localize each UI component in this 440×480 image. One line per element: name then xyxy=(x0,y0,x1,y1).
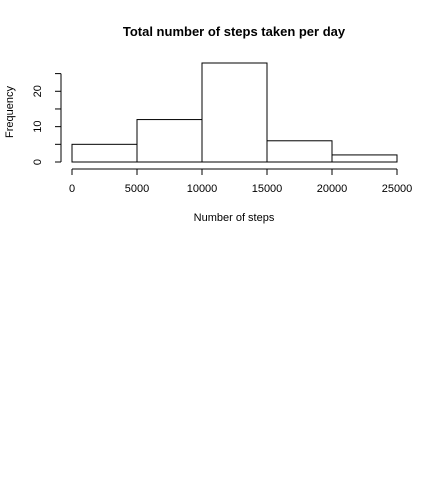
x-tick-label: 20000 xyxy=(317,183,348,195)
histogram-bar-1 xyxy=(136,119,203,163)
x-tick-label: 0 xyxy=(69,183,75,195)
chart-title: Total number of steps taken per day xyxy=(123,24,346,39)
y-tick-label: 10 xyxy=(32,121,44,133)
x-tick-label: 5000 xyxy=(125,183,149,195)
histogram-bar-2 xyxy=(201,62,268,163)
y-axis-label: Frequency xyxy=(4,86,16,138)
bars xyxy=(71,62,398,163)
x-axis-label: Number of steps xyxy=(194,212,275,224)
x-tick-label: 15000 xyxy=(252,183,283,195)
histogram-bar-0 xyxy=(71,143,138,163)
x-axis: 0 5000 10000 15000 20000 25000 xyxy=(69,168,413,195)
y-axis: 0 10 20 xyxy=(32,73,62,165)
x-tick-label: 10000 xyxy=(187,183,218,195)
histogram-bar-4 xyxy=(331,154,398,163)
y-tick-label: 20 xyxy=(32,85,44,97)
x-tick-label: 25000 xyxy=(382,183,413,195)
histogram-bar-3 xyxy=(266,140,333,163)
y-tick-label: 0 xyxy=(32,159,44,165)
